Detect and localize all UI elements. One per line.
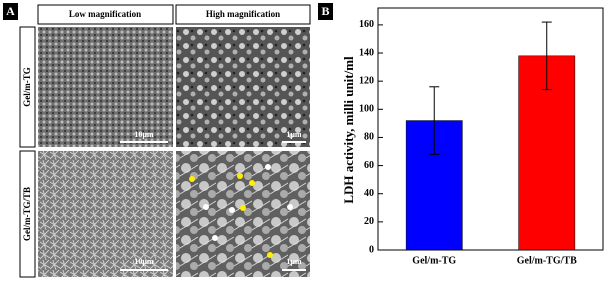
- row-header: Gel/m-TG/TB: [22, 187, 32, 241]
- micrograph: [38, 151, 173, 277]
- y-tick-label: 120: [359, 75, 374, 86]
- y-tick-label: 80: [364, 132, 374, 143]
- micrograph: [176, 27, 310, 147]
- column-header-box: [175, 4, 311, 25]
- column-header: High magnification: [206, 9, 280, 19]
- y-tick-label: 40: [364, 188, 374, 199]
- x-tick-label: Gel/m-TG: [412, 255, 456, 266]
- panel-label-box: [318, 3, 333, 20]
- scale-label: 10μm: [134, 130, 154, 139]
- y-tick-label: 20: [364, 216, 374, 227]
- markers: [203, 164, 293, 241]
- y-axis-label: LDH activity, milli unit/ml: [341, 56, 356, 204]
- row-header-box: [19, 26, 36, 148]
- y-tick-label: 100: [359, 104, 374, 115]
- scale-label: 1μm: [286, 130, 302, 139]
- x-tick-label: Gel/m-TG/TB: [517, 255, 577, 266]
- row-header-box: [19, 150, 36, 278]
- plot-frame: [377, 7, 604, 251]
- micrograph: [38, 27, 173, 147]
- micrograph: [176, 151, 310, 277]
- panel-label: B: [321, 4, 329, 18]
- y-tick-label: 160: [359, 19, 374, 30]
- panel-label-box: [3, 3, 18, 20]
- y-tick-label: 60: [364, 160, 374, 171]
- scale-label: 10μm: [134, 257, 154, 266]
- column-header: Low magnification: [69, 9, 141, 19]
- row-header: Gel/m-TG: [22, 67, 32, 107]
- column-header-box: [37, 4, 174, 25]
- y-tick-label: 140: [359, 47, 374, 58]
- y-tick-label: 0: [369, 244, 374, 255]
- markers: [189, 173, 273, 258]
- scale-label: 1μm: [286, 257, 302, 266]
- panel-label: A: [6, 4, 15, 18]
